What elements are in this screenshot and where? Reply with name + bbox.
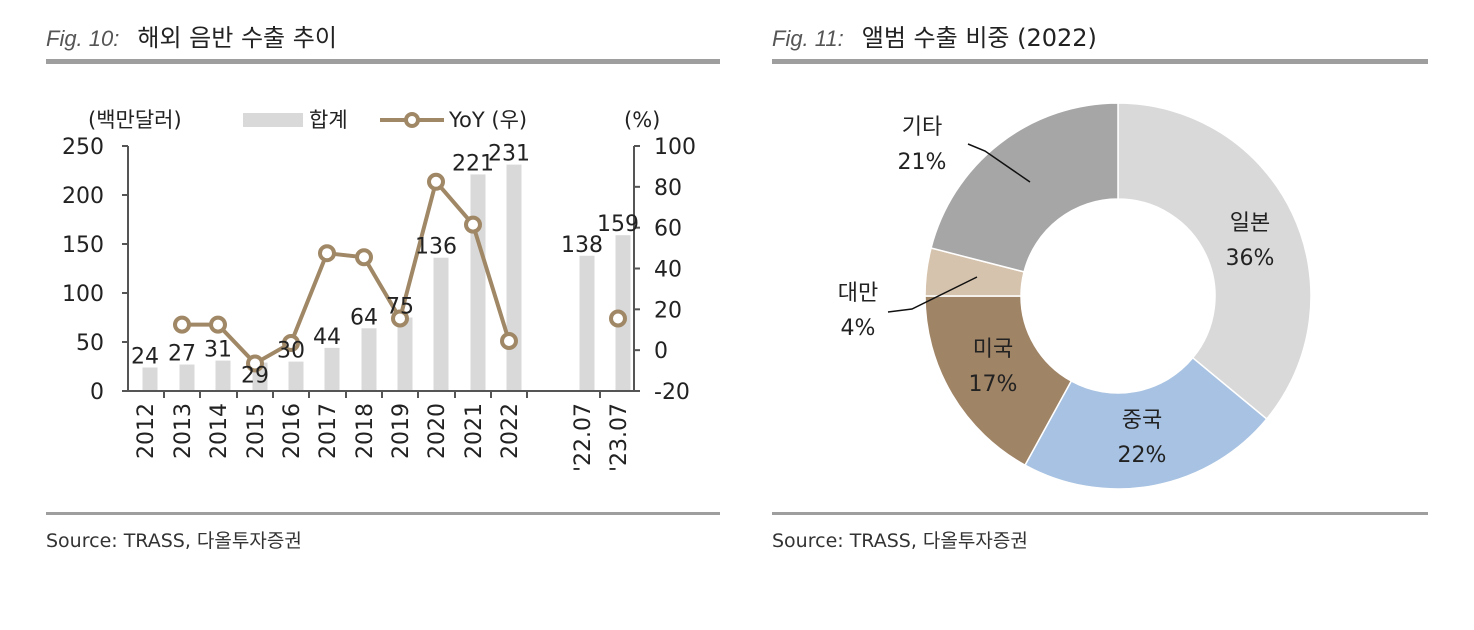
x-tick-label: 2017 bbox=[316, 403, 341, 459]
right-tick-label: 80 bbox=[654, 176, 682, 201]
right-source: Source: TRASS, 다올투자증권 bbox=[772, 530, 1028, 552]
yoy-point-2018 bbox=[355, 248, 373, 267]
yoy-point-2015 bbox=[246, 354, 264, 373]
x-tick-label: 2014 bbox=[207, 403, 232, 459]
x-tick-label: '23.07 bbox=[607, 403, 632, 472]
x-tick-label: 2020 bbox=[425, 403, 450, 459]
left-tick-label: 200 bbox=[62, 184, 104, 209]
right-panel: Fig. 11: 앨범 수출 비중 (2022) Source: TRASS, 다… bbox=[772, 0, 1428, 630]
left-fig-label: Fig. 10: bbox=[46, 26, 120, 51]
legend-bar-label: 합계 bbox=[309, 108, 348, 132]
right-top-rule bbox=[772, 59, 1428, 64]
left-tick-label: 250 bbox=[62, 135, 104, 160]
data-label-2012: 24 bbox=[131, 344, 159, 369]
data-label-2022: 231 bbox=[488, 142, 530, 167]
export-trend-chart: (백만달러) (%) 합계 YoY (우) 050100150200250-20… bbox=[62, 108, 696, 472]
right-tick-label: -20 bbox=[654, 380, 690, 405]
left-tick-label: 100 bbox=[62, 282, 104, 307]
yoy-point-2014 bbox=[209, 315, 227, 334]
right-tick-label: 40 bbox=[654, 258, 682, 283]
legend-bar-swatch bbox=[243, 113, 303, 127]
yoy-point-2016 bbox=[282, 334, 300, 353]
yoy-point-2019 bbox=[391, 309, 409, 328]
bar-2012 bbox=[142, 367, 158, 391]
left-source: Source: TRASS, 다올투자증권 bbox=[46, 530, 302, 552]
slice-name-taiwan: 대만 bbox=[838, 281, 878, 306]
left-tick-label: 0 bbox=[90, 380, 104, 405]
slice-japan bbox=[1117, 102, 1312, 421]
x-tick-label: 2019 bbox=[389, 403, 414, 459]
right-tick-label: 20 bbox=[654, 298, 682, 323]
left-axis-unit: (백만달러) bbox=[88, 108, 182, 132]
left-tick-label: 50 bbox=[76, 331, 104, 356]
slice-value-taiwan: 4% bbox=[841, 316, 876, 341]
left-figure-title: Fig. 10: 해외 음반 수출 추이 bbox=[46, 18, 337, 53]
right-tick-label: 0 bbox=[654, 339, 668, 364]
right-title-text: 앨범 수출 비중 (2022) bbox=[861, 24, 1097, 52]
slice-name-usa: 미국 bbox=[973, 337, 1013, 362]
data-label-2013: 27 bbox=[168, 342, 196, 367]
x-tick-label: 2012 bbox=[134, 403, 159, 459]
bar-2019 bbox=[397, 317, 413, 391]
slice-china bbox=[1024, 356, 1268, 490]
yoy-point-2022 bbox=[500, 331, 518, 350]
yoy-point-2013 bbox=[173, 315, 191, 334]
slice-value-china: 22% bbox=[1118, 443, 1167, 468]
data-label-2017: 44 bbox=[313, 325, 341, 350]
slice-value-other: 21% bbox=[898, 150, 947, 175]
x-tick-label: 2022 bbox=[498, 403, 523, 459]
data-label-2019: 75 bbox=[386, 295, 414, 320]
bar-2020 bbox=[433, 257, 449, 391]
right-axis-unit: (%) bbox=[624, 108, 660, 132]
left-bottom-rule bbox=[46, 512, 720, 515]
data-label-2014: 31 bbox=[204, 338, 232, 363]
yoy-point-2021 bbox=[464, 215, 482, 234]
bar-2013 bbox=[179, 364, 195, 391]
left-tick-label: 150 bbox=[62, 233, 104, 258]
left-title-text: 해외 음반 수출 추이 bbox=[137, 24, 337, 52]
yoy-point-'23.07 bbox=[609, 309, 627, 328]
bar-2021 bbox=[470, 174, 486, 391]
slice-value-japan: 36% bbox=[1226, 246, 1275, 271]
slice-name-china: 중국 bbox=[1122, 408, 1162, 433]
left-top-rule bbox=[46, 59, 720, 64]
album-share-donut: 일본 36% 중국 22% 미국 17% 대만 4% 기타 21% bbox=[838, 102, 1312, 490]
yoy-point-2020 bbox=[427, 172, 445, 191]
data-label-'22.07: 138 bbox=[561, 233, 603, 258]
data-label-2015: 29 bbox=[241, 364, 269, 389]
bar-2016 bbox=[288, 361, 304, 391]
legend-line-marker bbox=[404, 112, 420, 128]
data-label-2016: 30 bbox=[277, 339, 305, 364]
x-tick-label: 2015 bbox=[244, 403, 269, 459]
yoy-point-2017 bbox=[318, 244, 336, 263]
bar-2022 bbox=[506, 164, 522, 391]
right-tick-label: 100 bbox=[654, 135, 696, 160]
yoy-line bbox=[182, 179, 511, 366]
data-label-2020: 136 bbox=[415, 235, 457, 260]
data-label-2021: 221 bbox=[452, 151, 494, 176]
x-tick-label: 2016 bbox=[280, 403, 305, 459]
data-label-'23.07: 159 bbox=[597, 212, 639, 237]
slice-other bbox=[930, 102, 1119, 273]
bar-2014 bbox=[215, 360, 231, 391]
x-tick-label: 2013 bbox=[171, 403, 196, 459]
slice-name-japan: 일본 bbox=[1230, 211, 1270, 236]
leader-line-other bbox=[967, 143, 1031, 183]
left-panel: Fig. 10: 해외 음반 수출 추이 Source: TRASS, 다올투자증… bbox=[46, 0, 720, 630]
right-fig-label: Fig. 11: bbox=[772, 26, 844, 51]
slice-value-usa: 17% bbox=[969, 372, 1018, 397]
slice-name-other: 기타 bbox=[902, 115, 942, 140]
x-tick-label: '22.07 bbox=[571, 403, 596, 472]
x-tick-label: 2018 bbox=[353, 403, 378, 459]
legend-line-label: YoY (우) bbox=[448, 108, 527, 132]
right-tick-label: 60 bbox=[654, 217, 682, 242]
data-label-2018: 64 bbox=[350, 305, 378, 330]
x-tick-label: 2021 bbox=[462, 403, 487, 459]
bar-2017 bbox=[324, 347, 340, 391]
right-bottom-rule bbox=[772, 512, 1428, 515]
bar-2018 bbox=[361, 328, 377, 391]
right-figure-title: Fig. 11: 앨범 수출 비중 (2022) bbox=[772, 18, 1097, 53]
bar-'22.07 bbox=[579, 255, 595, 391]
leader-line-taiwan bbox=[887, 276, 978, 313]
